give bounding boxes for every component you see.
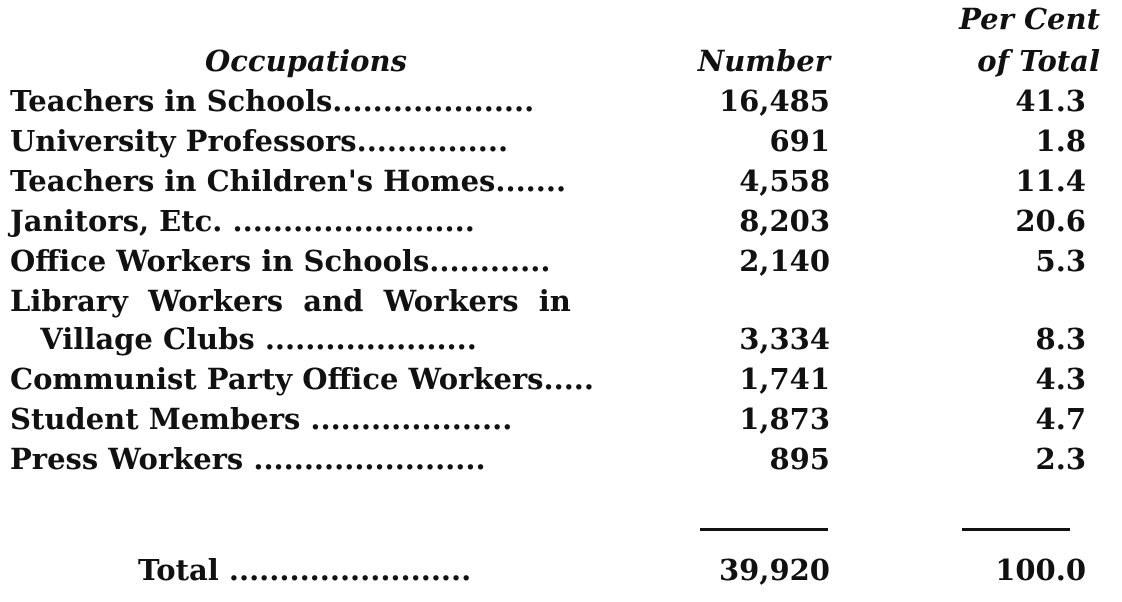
occupation-label: Communist Party Office Workers..... bbox=[10, 362, 594, 396]
table-row: Village Clubs ..................... 3,33… bbox=[10, 322, 1110, 362]
percent-cell: 4.3 bbox=[1035, 362, 1086, 396]
percent-rule bbox=[962, 528, 1070, 531]
number-cell: 691 bbox=[769, 124, 830, 158]
percent-cell: 41.3 bbox=[1015, 84, 1086, 118]
number-cell: 1,873 bbox=[739, 402, 830, 436]
number-cell: 895 bbox=[769, 442, 830, 476]
occupation-label: Teachers in Schools.................... bbox=[10, 84, 535, 118]
percent-cell: 5.3 bbox=[1035, 244, 1086, 278]
table-row: Press Workers ....................... 89… bbox=[10, 442, 1110, 482]
percent-cell: 2.3 bbox=[1035, 442, 1086, 476]
number-rule bbox=[700, 528, 828, 531]
occupation-label: Teachers in Children's Homes....... bbox=[10, 164, 567, 198]
number-cell: 4,558 bbox=[739, 164, 830, 198]
number-cell: 16,485 bbox=[719, 84, 830, 118]
header-number: Number bbox=[697, 44, 830, 78]
table-row: Janitors, Etc. ........................ … bbox=[10, 204, 1110, 244]
header-per-cent: Per Cent bbox=[959, 2, 1100, 36]
table-row: Communist Party Office Workers..... 1,74… bbox=[10, 362, 1110, 402]
total-percent: 100.0 bbox=[995, 553, 1086, 587]
total-number: 39,920 bbox=[719, 553, 830, 587]
percent-cell: 1.8 bbox=[1035, 124, 1086, 158]
percent-cell: 8.3 bbox=[1035, 322, 1086, 356]
table-row: Teachers in Schools.................... … bbox=[10, 84, 1110, 124]
number-cell: 2,140 bbox=[739, 244, 830, 278]
number-cell: 3,334 bbox=[739, 322, 830, 356]
table-row: Library Workers and Workers in bbox=[10, 284, 1110, 324]
percent-cell: 4.7 bbox=[1035, 402, 1086, 436]
occupation-label: Student Members .................... bbox=[10, 402, 513, 436]
number-cell: 1,741 bbox=[739, 362, 830, 396]
header-of-total: of Total bbox=[977, 44, 1100, 78]
total-label: Total ........................ bbox=[138, 553, 472, 587]
header-occupations: Occupations bbox=[205, 44, 407, 78]
occupation-label: Press Workers ....................... bbox=[10, 442, 486, 476]
number-cell: 8,203 bbox=[739, 204, 830, 238]
occupation-label: Office Workers in Schools............ bbox=[10, 244, 551, 278]
table-row: University Professors............... 691… bbox=[10, 124, 1110, 164]
table-row: Teachers in Children's Homes....... 4,55… bbox=[10, 164, 1110, 204]
total-row: Total ........................ 39,920 10… bbox=[10, 553, 1110, 593]
table-row: Office Workers in Schools............ 2,… bbox=[10, 244, 1110, 284]
occupation-label: University Professors............... bbox=[10, 124, 509, 158]
occupation-label: Janitors, Etc. ........................ bbox=[10, 204, 475, 238]
percent-cell: 20.6 bbox=[1015, 204, 1086, 238]
occupation-label: Library Workers and Workers in bbox=[10, 284, 571, 318]
percent-cell: 11.4 bbox=[1015, 164, 1086, 198]
occupation-label: Village Clubs ..................... bbox=[10, 322, 477, 356]
table-row: Student Members .................... 1,8… bbox=[10, 402, 1110, 442]
